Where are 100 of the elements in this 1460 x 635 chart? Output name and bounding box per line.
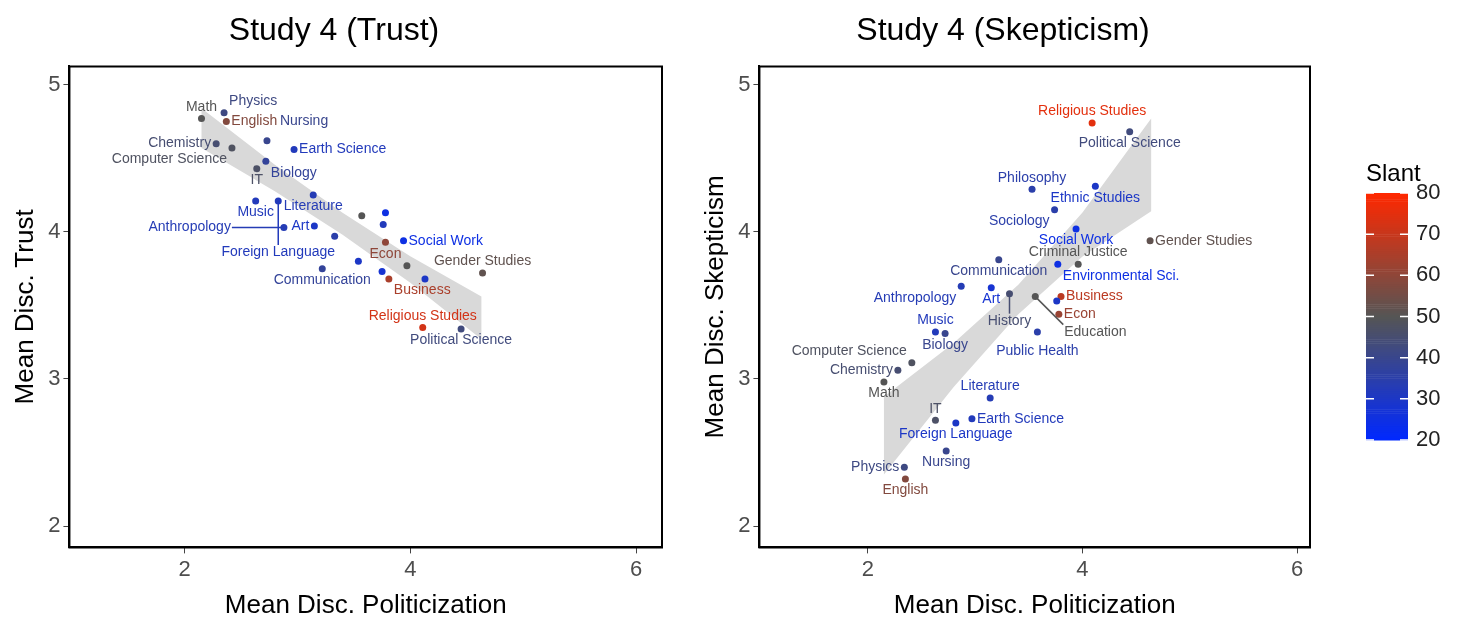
point <box>331 232 339 240</box>
point <box>421 275 429 283</box>
data-label: Education <box>1064 322 1127 339</box>
point <box>1031 293 1039 301</box>
y-tick-label: 3 <box>48 365 61 391</box>
point <box>986 394 994 402</box>
color-bar-label: 60 <box>1416 261 1441 287</box>
point <box>942 447 950 455</box>
data-label: Social Work <box>408 231 484 248</box>
point <box>995 256 1003 264</box>
data-label: Communication <box>950 262 1048 279</box>
data-label: Ethnic Studies <box>1050 188 1141 205</box>
point <box>1054 260 1062 268</box>
point <box>479 269 487 277</box>
data-label: Foreign Language <box>899 425 1013 442</box>
point <box>987 284 995 292</box>
color-bar-label: 40 <box>1416 343 1441 369</box>
point <box>220 109 228 117</box>
point <box>1126 128 1134 136</box>
point <box>880 378 888 386</box>
color-bar-label: 30 <box>1416 384 1441 410</box>
x-tick-label: 4 <box>404 555 417 581</box>
point <box>1051 206 1059 214</box>
point <box>1146 237 1154 245</box>
data-label: History <box>987 312 1032 329</box>
point <box>1074 260 1082 268</box>
point <box>212 140 220 148</box>
point <box>263 137 271 145</box>
data-label: Physics <box>229 92 278 109</box>
point <box>1006 290 1013 298</box>
color-bar-label: 70 <box>1416 220 1441 246</box>
point <box>957 282 965 290</box>
point <box>228 144 236 152</box>
y-tick-label: 5 <box>738 70 751 96</box>
point <box>901 475 909 483</box>
data-label: Religious Studies <box>368 306 477 323</box>
data-label: IT <box>929 399 943 416</box>
data-label: Biology <box>270 163 317 180</box>
point <box>952 419 960 427</box>
y-tick-label: 3 <box>738 365 751 391</box>
color-bar-label: 50 <box>1416 302 1441 328</box>
point <box>253 165 261 173</box>
data-label: Anthropology <box>873 288 957 305</box>
point <box>310 222 318 230</box>
data-label: IT <box>250 170 264 187</box>
point <box>1057 293 1065 301</box>
point <box>197 115 205 123</box>
data-label: Religious Studies <box>1038 102 1147 119</box>
point <box>309 191 317 199</box>
point <box>457 325 465 333</box>
point <box>900 463 908 471</box>
point <box>252 197 260 205</box>
data-label: Literature <box>283 197 344 214</box>
data-label: Philosophy <box>997 168 1067 185</box>
point <box>403 262 411 270</box>
x-tick-label: 2 <box>178 555 191 581</box>
data-label: Physics <box>851 458 900 475</box>
chart-title: Study 4 (Trust) <box>228 11 440 48</box>
point <box>1091 182 1099 190</box>
chart-title: Study 4 (Skepticism) <box>856 11 1150 48</box>
point <box>381 209 389 217</box>
point <box>381 238 389 246</box>
x-tick-label: 4 <box>1076 555 1089 581</box>
data-label: Music <box>917 311 954 328</box>
data-label: Art <box>982 290 1001 307</box>
point <box>908 359 916 367</box>
data-label: Business <box>1066 287 1123 304</box>
data-label: Literature <box>960 377 1020 394</box>
data-label: Criminal Justice <box>1028 243 1128 260</box>
point <box>379 221 387 229</box>
point <box>419 323 427 331</box>
point <box>931 416 939 424</box>
point <box>894 366 902 374</box>
point <box>968 415 976 423</box>
data-label: Anthropology <box>148 218 231 235</box>
y-tick-label: 2 <box>738 512 751 538</box>
point <box>354 257 362 265</box>
data-label: Business <box>393 281 451 298</box>
point <box>931 328 939 336</box>
data-label: Computer Science <box>791 342 908 359</box>
color-bar-label: 20 <box>1416 426 1441 452</box>
point <box>290 146 298 154</box>
data-label: Communication <box>273 271 371 288</box>
x-tick-label: 6 <box>1291 555 1304 581</box>
data-label: Gender Studies <box>433 252 532 269</box>
x-axis-title: Mean Disc. Politicization <box>893 588 1176 619</box>
data-label: Art <box>291 216 310 233</box>
data-label: Sociology <box>988 212 1050 229</box>
point <box>1088 119 1096 127</box>
data-label: Gender Studies <box>1155 231 1253 248</box>
y-tick-label: 4 <box>48 217 61 243</box>
point <box>1053 297 1061 305</box>
data-label: Econ <box>1063 305 1096 322</box>
x-axis-title: Mean Disc. Politicization <box>224 588 507 619</box>
y-tick-label: 5 <box>48 70 61 96</box>
y-tick-label: 4 <box>738 217 751 243</box>
point <box>400 237 408 245</box>
data-label: Math <box>868 384 900 401</box>
data-label: Earth Science <box>976 409 1065 426</box>
data-label: Nursing <box>922 453 971 470</box>
